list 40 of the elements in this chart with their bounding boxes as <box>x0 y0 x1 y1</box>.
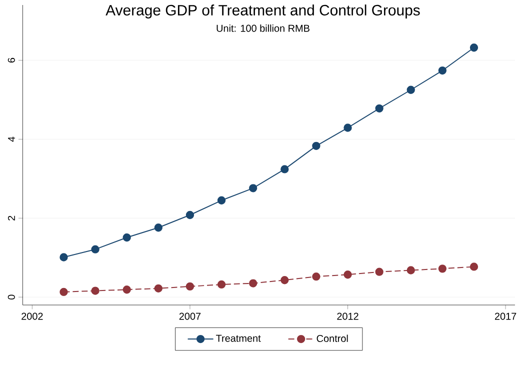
y-tick-label: 0 <box>8 294 15 300</box>
point <box>186 210 194 220</box>
point <box>91 245 100 254</box>
point <box>122 233 131 242</box>
legend-label: Control <box>316 334 348 342</box>
text: Unit: 100 billion RMB <box>216 24 310 32</box>
point <box>217 196 226 204</box>
point <box>186 282 194 291</box>
point <box>248 184 258 192</box>
point <box>280 276 289 284</box>
point <box>154 224 162 232</box>
point <box>470 262 478 271</box>
point <box>60 288 68 296</box>
x-tick-label: 2017 <box>494 312 516 320</box>
point <box>375 104 384 113</box>
point <box>248 279 258 288</box>
point <box>344 270 352 279</box>
point <box>406 86 415 94</box>
point <box>344 124 352 132</box>
point <box>280 165 289 174</box>
x-tick-label: 2007 <box>179 312 201 320</box>
chart-title: Average GDP of Treatment and Control Groups <box>106 4 420 18</box>
point <box>60 253 68 262</box>
legend-label: Treatment <box>216 334 261 342</box>
point <box>438 264 447 273</box>
x-tick-label: 2012 <box>337 312 358 320</box>
x-tick-label: 2002 <box>22 312 43 320</box>
point <box>154 284 162 293</box>
point <box>406 266 415 274</box>
point <box>217 280 226 289</box>
y-tick-label: 2 <box>8 216 15 220</box>
point <box>312 142 320 150</box>
y-tick-label: 6 <box>8 58 15 63</box>
point <box>312 272 320 281</box>
point <box>375 268 384 276</box>
point <box>122 286 131 294</box>
point <box>470 44 478 52</box>
point <box>438 66 447 75</box>
point <box>91 286 100 295</box>
y-tick-label: 4 <box>8 136 15 142</box>
